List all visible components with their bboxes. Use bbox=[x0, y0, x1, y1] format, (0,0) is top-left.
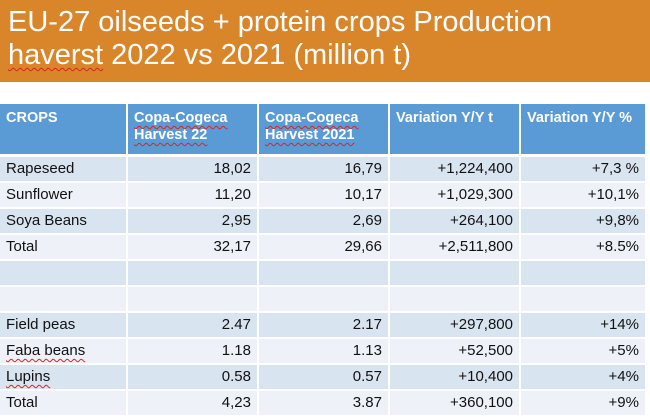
cell-empty bbox=[521, 287, 645, 313]
cell-empty bbox=[259, 261, 390, 287]
cell-harvest-2021: 0.57 bbox=[259, 365, 390, 391]
cell-variation-t: +2,511,800 bbox=[390, 235, 521, 261]
cell-variation-t: +360,100 bbox=[390, 391, 521, 417]
table-row-oilseeds-total: Total 32,17 29,66 +2,511,800 +8.5% bbox=[0, 235, 645, 261]
cell-harvest-2021: 10,17 bbox=[259, 183, 390, 209]
table-row-rapeseed: Rapeseed 18,02 16,79 +1,224,400 +7,3 % bbox=[0, 157, 645, 183]
cell-harvest-2021: 16,79 bbox=[259, 157, 390, 183]
title-misspelled-word: haverst bbox=[8, 39, 104, 71]
title-banner: EU-27 oilseeds + protein crops Productio… bbox=[0, 0, 650, 82]
cell-crop: Faba beans bbox=[0, 339, 128, 365]
title-line-2-rest: 2022 vs 2021 (million t) bbox=[103, 39, 411, 71]
cell-crop: Sunflower bbox=[0, 183, 128, 209]
cell-variation-t: +297,800 bbox=[390, 313, 521, 339]
cell-variation-pct: +10,1% bbox=[521, 183, 645, 209]
table-row-protein-total: Total 4,23 3.87 +360,100 +9% bbox=[0, 391, 645, 417]
cell-variation-pct: +5% bbox=[521, 339, 645, 365]
cell-harvest-22: 2.47 bbox=[128, 313, 259, 339]
cell-crop: Total bbox=[0, 235, 128, 261]
cell-variation-pct: +4% bbox=[521, 365, 645, 391]
cell-harvest-2021: 2,69 bbox=[259, 209, 390, 235]
cell-empty bbox=[128, 261, 259, 287]
header-variation-t: Variation Y/Y t bbox=[390, 104, 521, 157]
table-row-sunflower: Sunflower 11,20 10,17 +1,029,300 +10,1% bbox=[0, 183, 645, 209]
cell-variation-t: +1,029,300 bbox=[390, 183, 521, 209]
cell-variation-t: +10,400 bbox=[390, 365, 521, 391]
cell-variation-pct: +8.5% bbox=[521, 235, 645, 261]
cell-harvest-22: 0.58 bbox=[128, 365, 259, 391]
table-row-empty bbox=[0, 261, 645, 287]
cell-harvest-2021: 29,66 bbox=[259, 235, 390, 261]
cell-harvest-22: 11,20 bbox=[128, 183, 259, 209]
cell-harvest-22: 18,02 bbox=[128, 157, 259, 183]
header-variation-pct: Variation Y/Y % bbox=[521, 104, 645, 157]
cell-variation-pct: +9,8% bbox=[521, 209, 645, 235]
table-header-row: CROPS Copa-Cogeca Harvest 22 Copa-Cogeca… bbox=[0, 104, 645, 157]
title-line-2: haverst 2022 vs 2021 (million t) bbox=[8, 39, 638, 72]
table-row-faba-beans: Faba beans 1.18 1.13 +52,500 +5% bbox=[0, 339, 645, 365]
cell-variation-t: +264,100 bbox=[390, 209, 521, 235]
cell-empty bbox=[0, 261, 128, 287]
cell-harvest-22: 32,17 bbox=[128, 235, 259, 261]
table-row-empty bbox=[0, 287, 645, 313]
cell-crop: Soya Beans bbox=[0, 209, 128, 235]
crops-production-table: CROPS Copa-Cogeca Harvest 22 Copa-Cogeca… bbox=[0, 104, 645, 417]
cell-harvest-2021: 3.87 bbox=[259, 391, 390, 417]
header-harvest-22: Copa-Cogeca Harvest 22 bbox=[128, 104, 259, 157]
table-row-field-peas: Field peas 2.47 2.17 +297,800 +14% bbox=[0, 313, 645, 339]
cell-crop: Lupins bbox=[0, 365, 128, 391]
cell-variation-t: +52,500 bbox=[390, 339, 521, 365]
page-title: EU-27 oilseeds + protein crops Productio… bbox=[8, 6, 638, 72]
cell-harvest-22: 1.18 bbox=[128, 339, 259, 365]
table-row-soya-beans: Soya Beans 2,95 2,69 +264,100 +9,8% bbox=[0, 209, 645, 235]
cell-empty bbox=[128, 287, 259, 313]
table-row-lupins: Lupins 0.58 0.57 +10,400 +4% bbox=[0, 365, 645, 391]
cell-empty bbox=[390, 287, 521, 313]
cell-variation-pct: +7,3 % bbox=[521, 157, 645, 183]
cell-harvest-22: 4,23 bbox=[128, 391, 259, 417]
cell-variation-t: +1,224,400 bbox=[390, 157, 521, 183]
cell-empty bbox=[390, 261, 521, 287]
cell-harvest-2021: 1.13 bbox=[259, 339, 390, 365]
cell-variation-pct: +14% bbox=[521, 313, 645, 339]
header-harvest-2021: Copa-Cogeca Harvest 2021 bbox=[259, 104, 390, 157]
cell-empty bbox=[0, 287, 128, 313]
cell-crop: Rapeseed bbox=[0, 157, 128, 183]
cell-empty bbox=[259, 287, 390, 313]
title-line-1: EU-27 oilseeds + protein crops Productio… bbox=[8, 6, 553, 38]
cell-empty bbox=[521, 261, 645, 287]
cell-crop: Field peas bbox=[0, 313, 128, 339]
cell-harvest-2021: 2.17 bbox=[259, 313, 390, 339]
header-crops: CROPS bbox=[0, 104, 128, 157]
cell-harvest-22: 2,95 bbox=[128, 209, 259, 235]
cell-crop: Total bbox=[0, 391, 128, 417]
cell-variation-pct: +9% bbox=[521, 391, 645, 417]
